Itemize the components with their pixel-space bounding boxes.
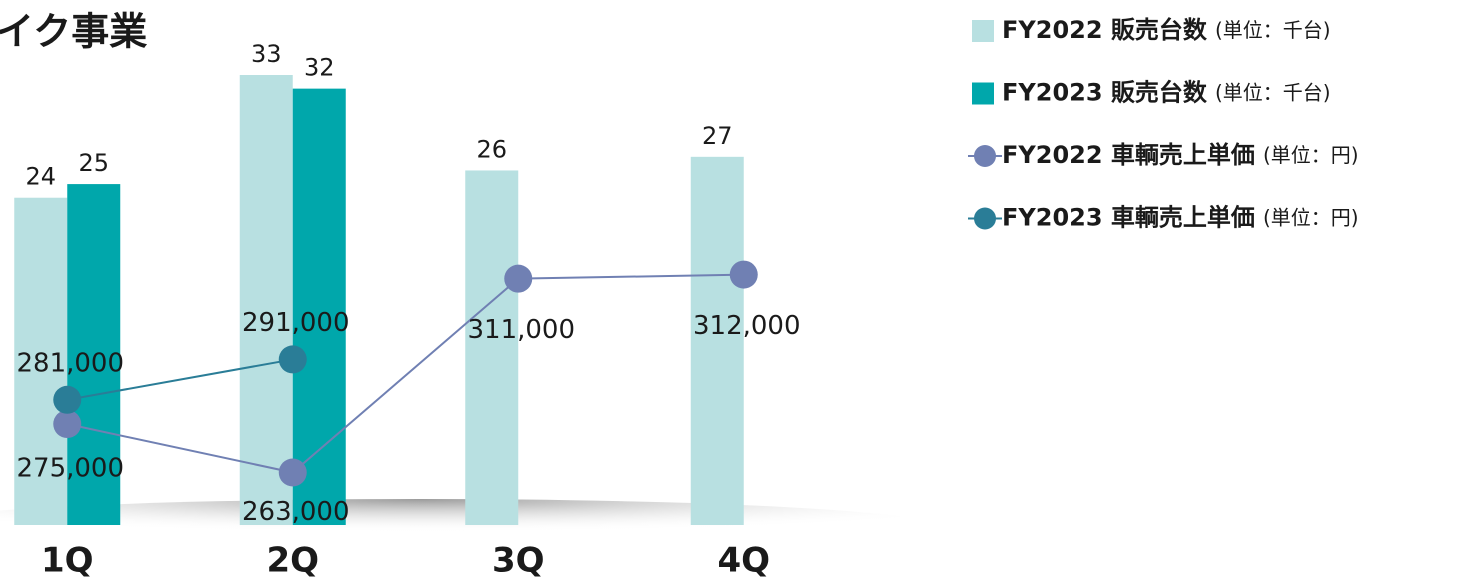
legend-name: FY2022 販売台数 (1002, 16, 1208, 44)
x-tick-label: 1Q (41, 541, 94, 581)
legend-name: FY2022 車輌売上単価 (1002, 141, 1255, 169)
line-value-label: 275,000 (16, 454, 124, 484)
line-value-label: 311,000 (467, 315, 575, 345)
line-value-label: 312,000 (693, 311, 801, 341)
line-point (504, 264, 533, 293)
bar (67, 184, 121, 525)
line-point (278, 345, 307, 374)
line (67, 358, 293, 401)
legend-label: FY2023 車輌売上単価 (単位：円) (1002, 204, 1359, 232)
legend-marker (974, 207, 996, 230)
legend-name: FY2023 車輌売上単価 (1002, 204, 1255, 232)
bar (292, 88, 346, 526)
line (67, 273, 744, 474)
line-point (278, 458, 307, 487)
line-value-label: 291,000 (242, 308, 350, 338)
line-value-label: 281,000 (16, 348, 124, 378)
legend-name: FY2023 販売台数 (1002, 79, 1208, 107)
legend-unit: (単位：円) (1263, 143, 1359, 167)
bar (465, 170, 519, 526)
x-tick-label: 2Q (266, 541, 319, 581)
legend-swatch (972, 20, 994, 42)
x-tick-label: 3Q (492, 541, 545, 581)
bar-value-label: 33 (251, 40, 282, 68)
bar (690, 156, 744, 525)
bar-value-label: 24 (25, 163, 56, 191)
bar-value-label: 26 (476, 135, 507, 163)
x-tick-label: 4Q (717, 541, 770, 581)
legend-marker (974, 145, 996, 167)
bar-value-label: 32 (304, 54, 335, 82)
legend-label: FY2022 車輌売上単価 (単位：円) (1002, 141, 1359, 169)
line-point (53, 410, 82, 439)
legend-unit: (単位：千台) (1215, 18, 1331, 42)
line-point (53, 385, 82, 414)
chart-title: イク事業 (0, 10, 147, 54)
legend-unit: (単位：円) (1263, 205, 1359, 229)
line-value-label: 263,000 (242, 497, 350, 527)
bar-value-label: 25 (78, 149, 109, 177)
bar (239, 75, 293, 525)
legend-label: FY2022 販売台数 (単位：千台) (1002, 16, 1331, 44)
legend-label: FY2023 販売台数 (単位：千台) (1002, 79, 1331, 107)
legend-swatch (972, 82, 994, 105)
legend-unit: (単位：千台) (1215, 80, 1331, 104)
bar (14, 197, 68, 525)
bar-value-label: 27 (702, 122, 733, 150)
line-point (729, 260, 758, 289)
